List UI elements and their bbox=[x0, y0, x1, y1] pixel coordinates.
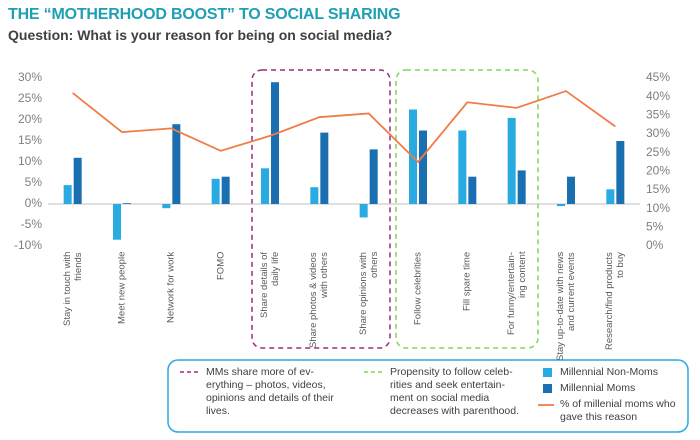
y2-tick-label: 0% bbox=[646, 238, 664, 252]
bar bbox=[507, 117, 516, 204]
bar bbox=[606, 189, 615, 204]
x-tick-label: Share details of daily life bbox=[259, 252, 281, 319]
y2-tick-label: 25% bbox=[646, 145, 670, 159]
y2-tick-label: 45% bbox=[646, 70, 670, 84]
x-tick-label: Stay up-to-date with news and current ev… bbox=[555, 252, 577, 362]
y-tick-label: 20% bbox=[18, 112, 42, 126]
bar bbox=[271, 82, 279, 204]
x-tick-label: Stay in touch with friends bbox=[61, 252, 84, 327]
y2-tick-label: 10% bbox=[646, 201, 670, 215]
bar bbox=[458, 130, 467, 204]
bar bbox=[211, 178, 220, 204]
bar bbox=[73, 157, 82, 204]
annotation: Propensity to follow celeb- rities and s… bbox=[390, 366, 519, 417]
bar bbox=[63, 185, 72, 204]
x-tick-label: Fill spare time bbox=[461, 252, 473, 312]
y-tick-label: 25% bbox=[18, 91, 42, 105]
y2-tick-label: 30% bbox=[646, 126, 670, 140]
bar bbox=[123, 203, 131, 204]
y2-tick-label: 35% bbox=[646, 108, 670, 122]
bar bbox=[310, 187, 319, 204]
chart-title: THE “MOTHERHOOD BOOST” TO SOCIAL SHARING bbox=[8, 6, 401, 23]
x-tick-label: FOMO bbox=[215, 252, 227, 281]
bar bbox=[369, 149, 378, 204]
bar bbox=[359, 204, 368, 218]
x-tick-label: Meet new people bbox=[116, 252, 128, 325]
y2-tick-label: 5% bbox=[646, 220, 664, 234]
bar bbox=[172, 124, 181, 204]
y-tick-label: -10% bbox=[14, 238, 42, 252]
x-tick-label: Research/find products to buy bbox=[604, 252, 627, 350]
chart-subtitle: Question: What is your reason for being … bbox=[8, 27, 393, 43]
y-tick-label: 15% bbox=[18, 133, 42, 147]
x-tick-label: Share opinions with others bbox=[357, 252, 380, 335]
bar bbox=[320, 132, 329, 204]
y-tick-label: -5% bbox=[21, 217, 43, 231]
highlight-box-entertainment bbox=[395, 69, 539, 349]
bar bbox=[557, 204, 565, 207]
bar bbox=[162, 204, 171, 209]
bar bbox=[567, 176, 575, 204]
annotation: MMs share more of ev- erything – photos,… bbox=[206, 366, 334, 417]
y-tick-label: 0% bbox=[25, 196, 43, 210]
bar bbox=[419, 130, 427, 204]
bar bbox=[468, 176, 477, 204]
bar bbox=[261, 168, 269, 204]
legend-label: Millennial Moms bbox=[560, 382, 636, 394]
x-tick-label: Network for work bbox=[165, 252, 177, 324]
x-tick-label: Follow celebrities bbox=[412, 252, 424, 325]
y2-tick-label: 15% bbox=[646, 182, 670, 196]
y-tick-label: 30% bbox=[18, 70, 42, 84]
y-tick-label: 5% bbox=[25, 175, 43, 189]
highlight-box-sharing bbox=[251, 69, 391, 349]
legend-swatch bbox=[543, 384, 552, 393]
bar bbox=[616, 141, 625, 204]
x-tick-label: For funny/entertain- ing content bbox=[505, 252, 528, 335]
legend-label: % of millenial moms who gave this reason bbox=[560, 398, 676, 423]
y2-tick-label: 40% bbox=[646, 89, 670, 103]
line bbox=[72, 90, 616, 164]
y2-tick-label: 20% bbox=[646, 164, 670, 178]
x-tick-label: Share photos & videos with others bbox=[308, 252, 331, 348]
legend-box bbox=[167, 359, 689, 433]
bar bbox=[221, 176, 230, 204]
legend-swatch bbox=[543, 368, 552, 377]
y-tick-label: 10% bbox=[18, 154, 42, 168]
bar bbox=[517, 170, 526, 204]
legend-label: Millennial Non-Moms bbox=[560, 366, 659, 378]
bar bbox=[113, 204, 121, 240]
